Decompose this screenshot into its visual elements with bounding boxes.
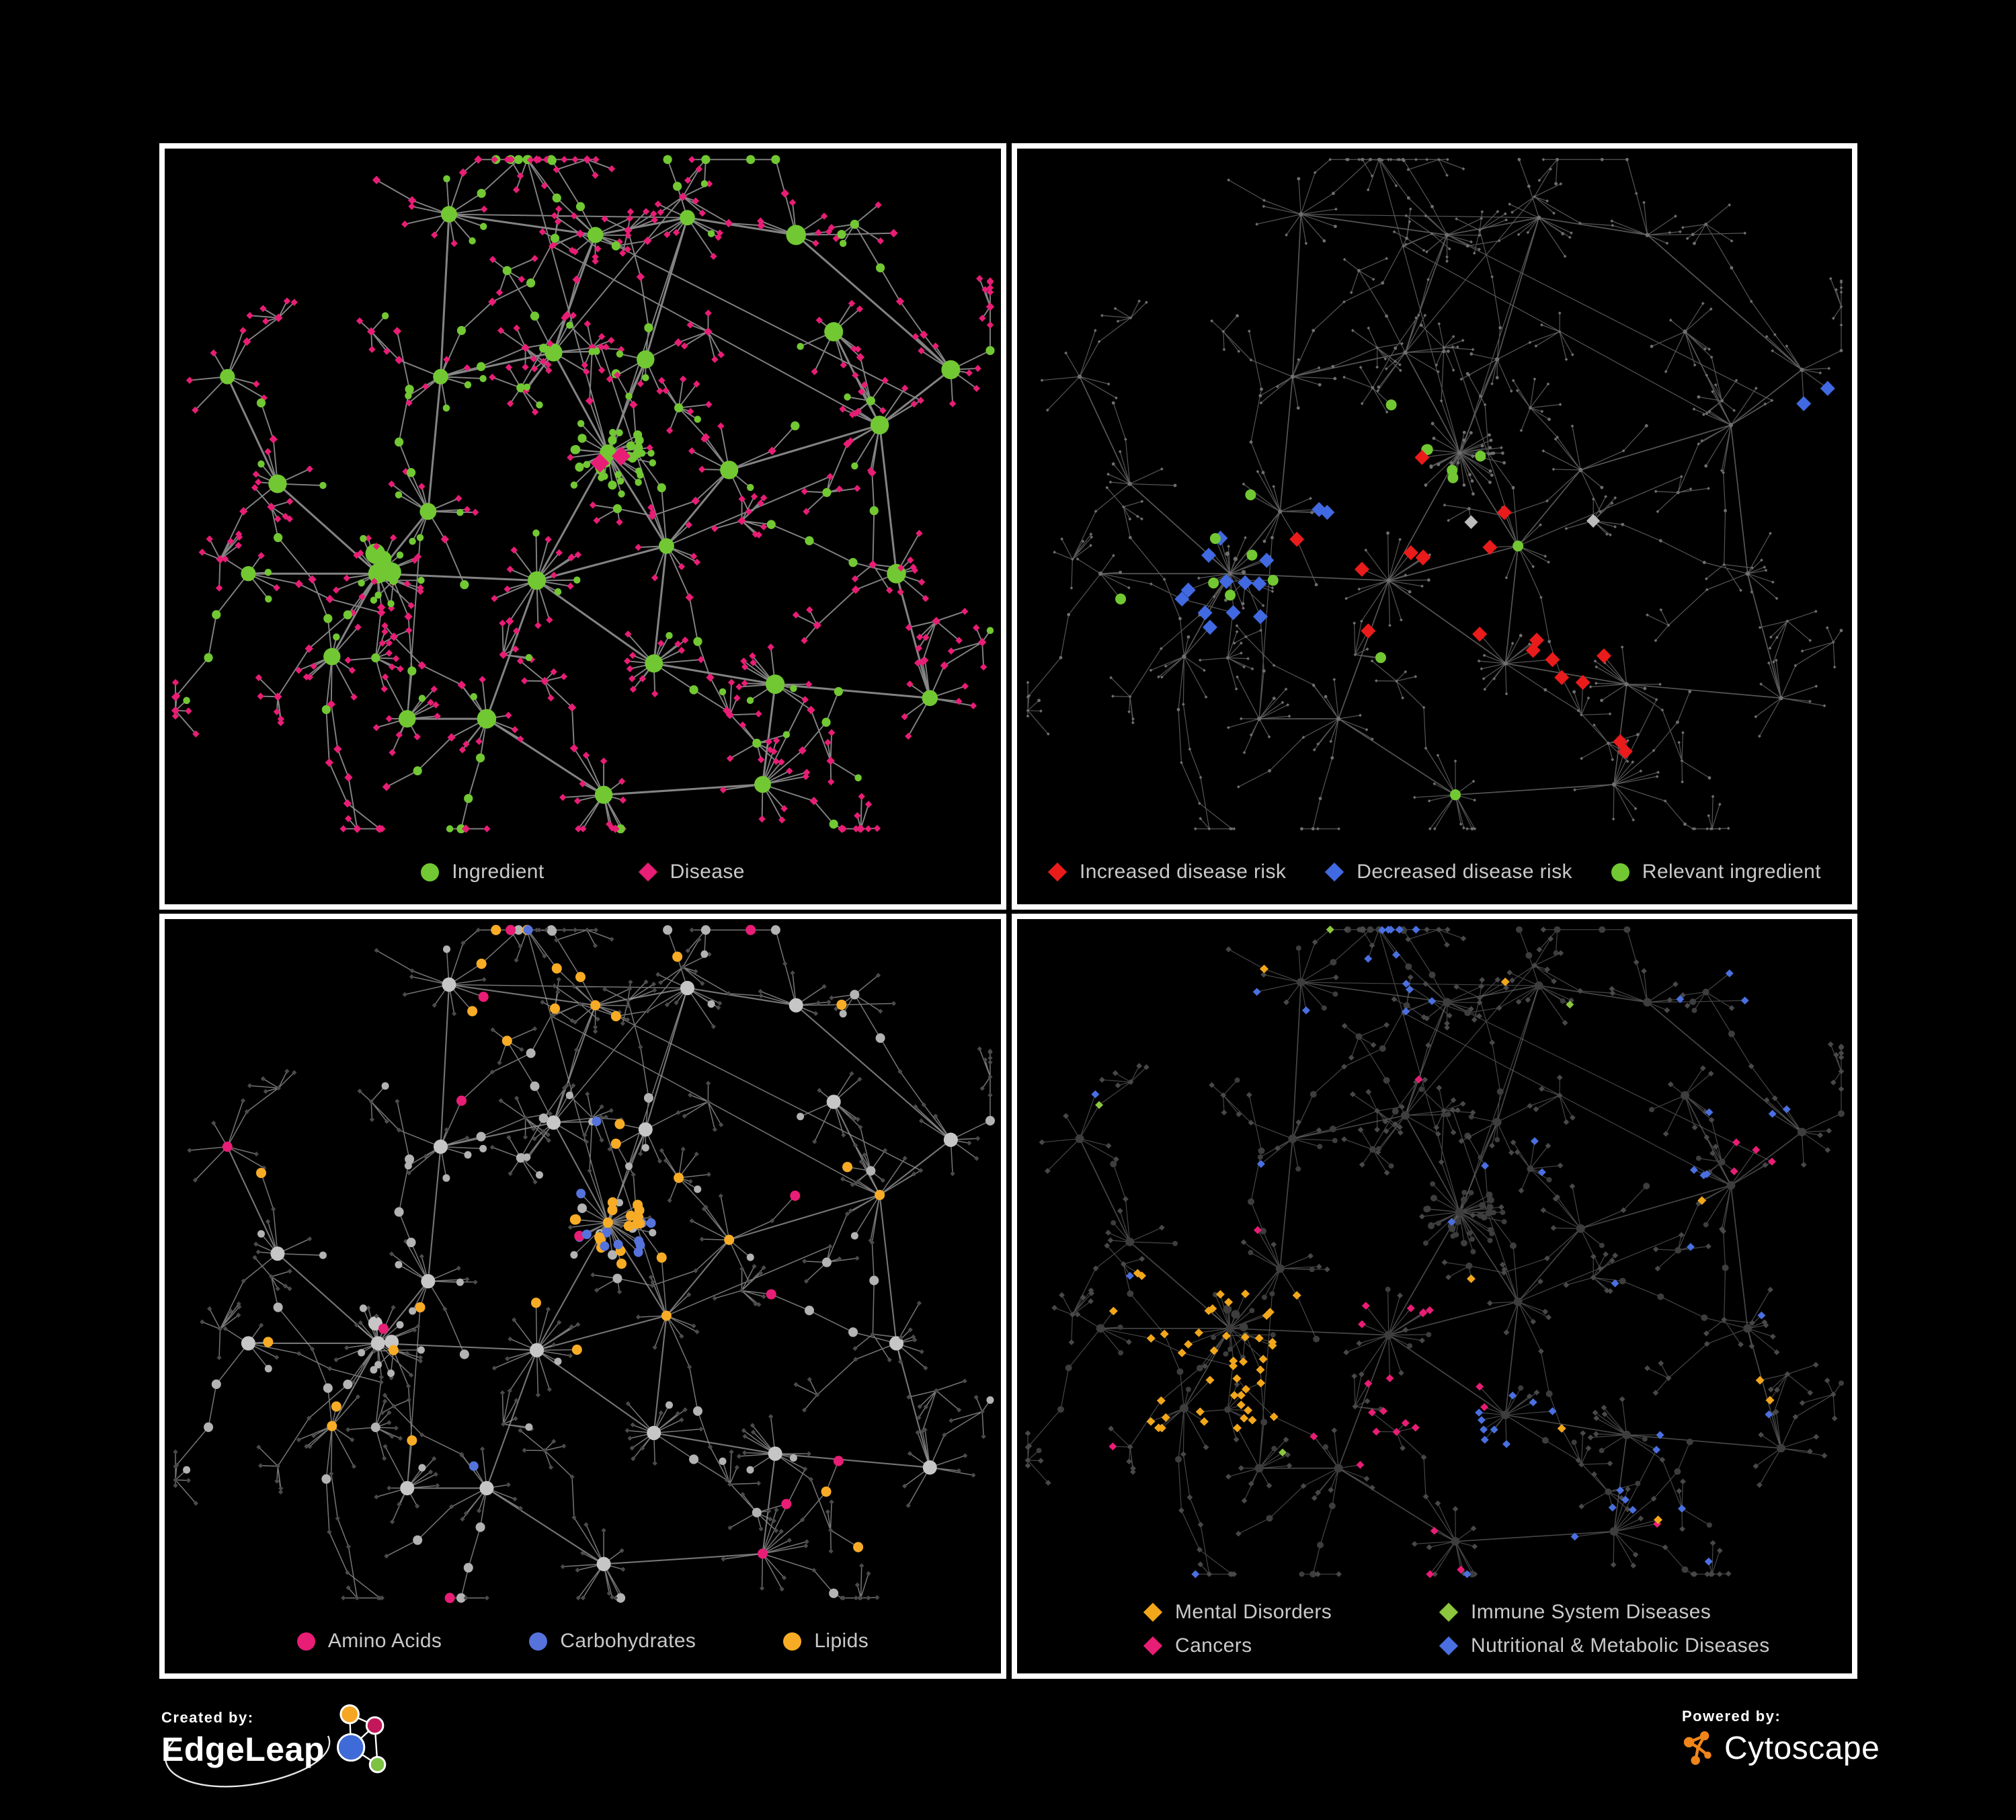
legend-item-relevant-ingredient: Relevant ingredient	[1611, 861, 1821, 883]
legend-label: Immune System Diseases	[1471, 1601, 1711, 1623]
legend-item-mental-disorders: Mental Disorders	[1143, 1601, 1439, 1624]
nutritional-metabolic-diamond-icon	[1439, 1636, 1459, 1656]
legend-label: Ingredient	[452, 861, 545, 883]
cytoscape-credit: Powered by: Cytoscape	[1682, 1708, 1880, 1769]
legend-label: Mental Disorders	[1175, 1601, 1332, 1623]
panel-ingredient-disease: Ingredient Disease	[159, 143, 1006, 910]
disease-diamond-icon	[638, 862, 657, 882]
ingredient-circle-icon	[421, 863, 440, 881]
legend-item-cancers: Cancers	[1143, 1634, 1439, 1657]
immune-diseases-diamond-icon	[1439, 1602, 1459, 1622]
panel-ingredient-classes: Amino Acids Carbohydrates Lipids	[159, 914, 1006, 1679]
legend-item-amino-acids: Amino Acids	[296, 1630, 442, 1653]
legend-label: Decreased disease risk	[1357, 861, 1572, 883]
relevant-ingredient-circle-icon	[1611, 863, 1629, 881]
legend-ingredient-disease: Ingredient Disease	[165, 840, 1001, 904]
edgeleap-credit: Created by: EdgeLeap	[161, 1704, 392, 1790]
network-graph-disease-risk	[1026, 157, 1843, 831]
legend-item-immune-diseases: Immune System Diseases	[1439, 1601, 1770, 1624]
carbohydrates-circle-icon	[529, 1632, 548, 1651]
edgeleap-brand: EdgeLeap	[161, 1731, 325, 1768]
legend-label: Lipids	[814, 1630, 869, 1652]
powered-by-label: Powered by:	[1682, 1708, 1781, 1725]
lipids-circle-icon	[783, 1632, 802, 1651]
network-area-3	[165, 919, 1001, 1609]
legend-item-decreased-risk: Decreased disease risk	[1325, 861, 1572, 883]
legend-item-disease: Disease	[638, 861, 745, 883]
legend-item-carbohydrates: Carbohydrates	[529, 1630, 696, 1653]
legend-item-ingredient: Ingredient	[421, 861, 544, 883]
network-graph-disease-categories	[1024, 925, 1845, 1579]
legend-label: Amino Acids	[327, 1630, 442, 1652]
legend-label: Disease	[670, 861, 745, 883]
legend-label: Carbohydrates	[560, 1630, 696, 1652]
legend-item-nutritional-metabolic: Nutritional & Metabolic Diseases	[1439, 1634, 1770, 1657]
legend-label: Increased disease risk	[1080, 861, 1287, 883]
edgeleap-logo-icon	[336, 1704, 387, 1774]
legend-disease-risk: Increased disease risk Decreased disease…	[1017, 840, 1852, 904]
increased-risk-diamond-icon	[1047, 862, 1067, 882]
network-area-1	[165, 149, 1001, 840]
network-area-4	[1017, 919, 1852, 1585]
cytoscape-logo-icon	[1683, 1731, 1711, 1765]
created-by-label: Created by:	[161, 1709, 254, 1726]
legend-label: Cancers	[1175, 1634, 1252, 1657]
legend-item-increased-risk: Increased disease risk	[1047, 861, 1287, 883]
legend-item-lipids: Lipids	[783, 1630, 869, 1653]
legend-ingredient-classes: Amino Acids Carbohydrates Lipids	[165, 1609, 1001, 1673]
decreased-risk-diamond-icon	[1325, 862, 1344, 882]
panel-disease-categories: Mental Disorders Immune System Diseases …	[1012, 914, 1857, 1679]
network-graph-ingredient-classes	[173, 924, 995, 1604]
cancers-diamond-icon	[1143, 1636, 1163, 1656]
legend-disease-categories: Mental Disorders Immune System Diseases …	[1017, 1585, 1852, 1673]
cytoscape-brand: Cytoscape	[1724, 1730, 1880, 1766]
amino-acids-circle-icon	[296, 1632, 315, 1651]
edgeleap-swoosh-icon	[165, 1735, 331, 1788]
network-graph-ingredient-disease	[171, 155, 995, 834]
network-area-2	[1017, 149, 1852, 840]
mental-disorders-diamond-icon	[1143, 1602, 1163, 1622]
panel-disease-risk: Increased disease risk Decreased disease…	[1012, 143, 1857, 910]
legend-label: Nutritional & Metabolic Diseases	[1471, 1634, 1770, 1657]
legend-label: Relevant ingredient	[1642, 861, 1821, 883]
